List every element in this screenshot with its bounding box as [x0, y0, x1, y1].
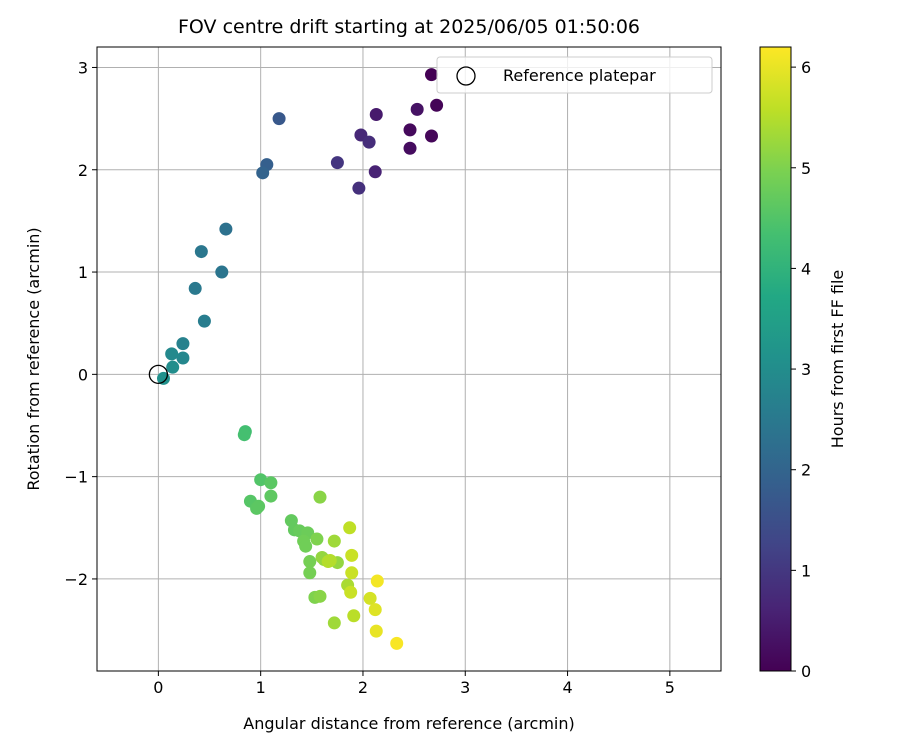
data-point	[165, 347, 179, 361]
data-point	[166, 360, 180, 374]
y-tick-label: 0	[78, 365, 88, 384]
data-point	[369, 108, 383, 122]
data-point	[390, 636, 404, 650]
data-point	[363, 591, 377, 605]
y-tick-label: −1	[64, 468, 88, 487]
chart-title: FOV centre drift starting at 2025/06/05 …	[178, 16, 640, 38]
data-point	[313, 589, 327, 603]
data-point	[362, 135, 376, 149]
x-tick-label: 5	[665, 678, 675, 697]
colorbar-ticks: 0 1 2 3 4 5 6	[791, 58, 811, 681]
colorbar-tick-label: 5	[801, 159, 811, 178]
data-point	[188, 281, 202, 295]
x-tick-label: 0	[153, 678, 163, 697]
colorbar: 0 1 2 3 4 5 6 Hours from first FF file	[759, 46, 847, 681]
colorbar-tick-label: 3	[801, 360, 811, 379]
colorbar-tick-label: 1	[801, 561, 811, 580]
data-point	[344, 585, 358, 599]
data-point	[252, 499, 266, 513]
data-point	[194, 245, 208, 259]
data-point	[264, 476, 278, 490]
data-point	[272, 112, 286, 126]
data-point	[327, 534, 341, 548]
y-axis-ticks: −2 −1 0 1 2 3	[64, 58, 97, 589]
data-point	[313, 490, 327, 504]
data-point	[403, 123, 417, 137]
data-point	[410, 102, 424, 116]
x-tick-label: 1	[256, 678, 266, 697]
data-point	[330, 156, 344, 170]
colorbar-tick-label: 4	[801, 259, 811, 278]
data-point	[254, 473, 268, 487]
data-point	[425, 129, 439, 143]
data-point	[310, 532, 324, 546]
data-point	[215, 265, 229, 279]
y-tick-label: 2	[78, 161, 88, 180]
y-tick-label: 1	[78, 263, 88, 282]
data-point	[176, 337, 190, 351]
data-point	[425, 68, 439, 82]
colorbar-tick-label: 6	[801, 58, 811, 77]
data-point	[303, 555, 317, 569]
data-point	[403, 141, 417, 155]
data-point	[368, 165, 382, 179]
grid	[97, 47, 721, 671]
x-tick-label: 4	[562, 678, 572, 697]
legend: Reference platepar	[436, 56, 713, 94]
data-point	[347, 609, 361, 623]
y-tick-label: 3	[78, 58, 88, 77]
data-point	[370, 574, 384, 588]
data-point	[345, 548, 359, 562]
data-point	[352, 181, 366, 195]
data-point	[176, 351, 190, 365]
y-axis-label: Rotation from reference (arcmin)	[24, 227, 43, 490]
legend-label: Reference platepar	[503, 66, 656, 85]
data-point	[197, 314, 211, 328]
plot-frame	[96, 46, 722, 672]
data-point	[368, 603, 382, 617]
x-tick-label: 3	[460, 678, 470, 697]
colorbar-label: Hours from first FF file	[828, 270, 847, 449]
points	[156, 68, 444, 650]
x-axis-ticks: 0 1 2 3 4 5	[153, 671, 675, 697]
data-point	[327, 616, 341, 630]
data-point	[430, 98, 444, 112]
data-point	[299, 539, 313, 553]
legend-box	[436, 56, 713, 94]
legend-open-circle-marker	[456, 66, 476, 86]
data-point	[256, 166, 270, 180]
data-point	[343, 521, 357, 535]
data-point	[345, 566, 359, 580]
data-point	[237, 428, 251, 442]
data-point	[264, 489, 278, 503]
data-point	[303, 566, 317, 580]
y-tick-label: −2	[64, 570, 88, 589]
reference-platepar-marker	[148, 364, 169, 384]
data-point	[369, 624, 383, 638]
colorbar-gradient	[759, 46, 792, 672]
x-tick-label: 2	[358, 678, 368, 697]
data-point	[323, 554, 337, 568]
data-point	[219, 222, 233, 236]
colorbar-tick-label: 0	[801, 662, 811, 681]
colorbar-tick-label: 2	[801, 461, 811, 480]
x-axis-label: Angular distance from reference (arcmin)	[243, 714, 574, 733]
